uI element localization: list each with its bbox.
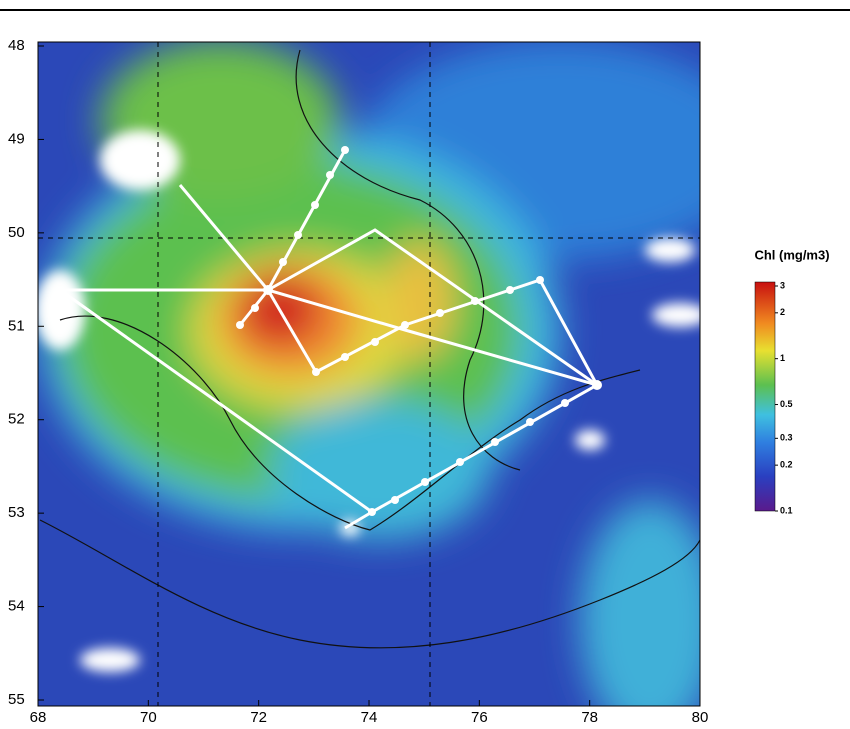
y-tick-label: 55: [8, 691, 25, 708]
x-tick-label: 72: [250, 709, 267, 726]
x-tick-label: 78: [581, 709, 598, 726]
colorbar-ramp: [755, 282, 775, 511]
y-tick-label: 53: [8, 504, 25, 521]
colorbar-tick-label: 0.1: [780, 505, 793, 515]
y-tick-label: 54: [8, 598, 25, 615]
colorbar-tick-label: 2: [780, 307, 785, 317]
y-tick-label: 48: [8, 37, 25, 54]
x-tick-label: 80: [692, 709, 709, 726]
colorbar-tick-label: 0.3: [780, 433, 793, 443]
colorbar-tick-label: 3: [780, 280, 785, 290]
x-tick-label: 70: [140, 709, 157, 726]
y-tick-label: 51: [8, 317, 25, 334]
colorbar-tick-label: 1: [780, 353, 785, 363]
colorbar-tick-label: 0.2: [780, 460, 793, 470]
y-tick-label: 49: [8, 130, 25, 147]
x-tick-label: 76: [471, 709, 488, 726]
y-tick-label: 50: [8, 224, 25, 241]
x-tick-label: 68: [30, 709, 47, 726]
x-tick-label: 74: [361, 709, 378, 726]
colorbar-tick-label: 0.5: [780, 399, 793, 409]
colorbar: Chl (mg/m3) 3 2 1 0.5 0.3 0.2 0.1: [754, 247, 829, 515]
chlorophyll-image: [35, 40, 760, 729]
map-figure: Chl (mg/m3) 3 2 1 0.5 0.3 0.2 0.1 68 70 72 74 76 78…: [0, 0, 850, 729]
colorbar-title: Chl (mg/m3): [754, 247, 829, 262]
y-tick-label: 52: [8, 411, 25, 428]
